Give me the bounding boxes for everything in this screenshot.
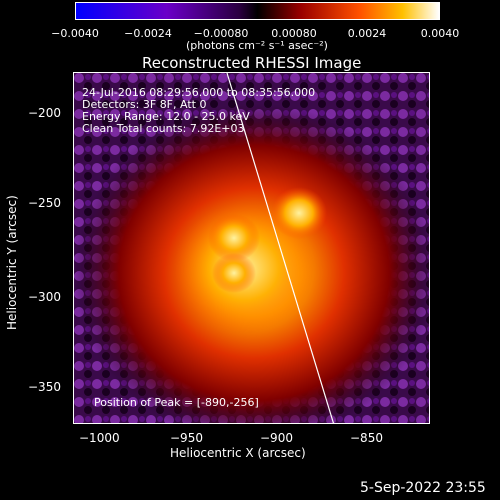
info-line: Detectors: 3F 8F, Att 0 <box>82 98 207 111</box>
info-line: Energy Range: 12.0 - 25.0 keV <box>82 110 250 123</box>
colorbar-tick-label: −0.0040 <box>51 27 99 40</box>
info-line: 24-Jul-2016 08:29:56.000 to 08:35:56.000 <box>82 86 316 99</box>
colorbar-tick-label: 0.00080 <box>271 27 317 40</box>
y-tick-label: −250 <box>28 196 61 210</box>
x-tick-label: −900 <box>260 431 293 445</box>
rhessi-image <box>74 73 429 423</box>
colorbar-tick-label: 0.0024 <box>347 27 387 40</box>
x-tick-label: −1000 <box>79 431 120 445</box>
info-line: Clean Total counts: 7.92E+03 <box>82 122 245 135</box>
footer-date: 5-Sep-2022 23:55 <box>360 480 486 496</box>
plot-area: 24-Jul-2016 08:29:56.000 to 08:35:56.000… <box>73 72 430 424</box>
x-tick-label: −850 <box>350 431 383 445</box>
solar-limb-line <box>226 73 335 423</box>
y-axis-label: Heliocentric Y (arcsec) <box>5 195 19 330</box>
y-tick-label: −300 <box>28 290 61 304</box>
colorbar-units-label: (photons cm⁻² s⁻¹ asec⁻²) <box>186 39 328 52</box>
colorbar-tick-label: −0.0024 <box>124 27 172 40</box>
colorbar-tick-label: 0.0040 <box>420 27 460 40</box>
peak-position-text: Position of Peak = [-890,-256] <box>94 396 259 409</box>
plot-title: Reconstructed RHESSI Image <box>142 54 362 72</box>
colorbar-tick-label: −0.00080 <box>193 27 249 40</box>
x-axis-label: Heliocentric X (arcsec) <box>170 446 306 460</box>
y-tick-label: −350 <box>28 380 61 394</box>
x-tick-label: −950 <box>170 431 203 445</box>
secondary-source <box>212 253 256 293</box>
peak-source <box>271 187 327 239</box>
secondary-source <box>208 214 260 262</box>
y-tick-label: −200 <box>28 106 61 120</box>
colorbar-gradient <box>76 3 439 19</box>
colorbar <box>75 2 440 20</box>
